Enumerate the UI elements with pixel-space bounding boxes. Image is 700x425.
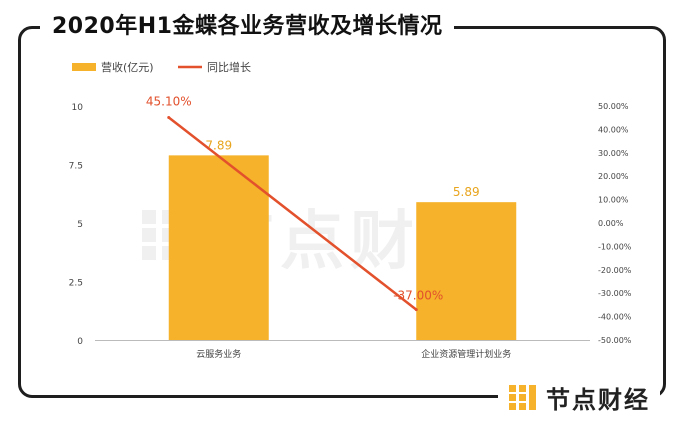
growth-line — [167, 116, 418, 311]
left-tick-label: 2.5 — [69, 279, 83, 289]
title-container: 2020年H1金蝶各业务营收及增长情况 — [40, 8, 455, 40]
right-tick-label: 30.00% — [598, 149, 629, 158]
bar-1 — [168, 155, 269, 340]
left-tick-label: 5 — [77, 220, 83, 230]
category-label: 企业资源管理计划业务 — [421, 348, 511, 360]
legend-swatch-revenue — [72, 63, 96, 71]
growth-data-label: -37.00% — [393, 289, 443, 303]
category-label: 云服务业务 — [196, 348, 241, 360]
right-tick-label: -40.00% — [598, 313, 632, 322]
right-tick-label: -10.00% — [598, 242, 632, 251]
right-tick-label: 40.00% — [598, 125, 629, 134]
right-tick-label: -50.00% — [598, 336, 632, 345]
bar-2 — [416, 202, 517, 340]
legend-label-revenue: 营收(亿元) — [101, 60, 154, 74]
left-tick-label: 0 — [77, 337, 83, 347]
left-tick-label: 7.5 — [69, 162, 83, 172]
brand-logo-icon — [509, 384, 536, 410]
bar-data-label: 7.89 — [205, 138, 232, 152]
right-tick-label: 50.00% — [598, 102, 629, 111]
chart-title: 2020年H1金蝶各业务营收及增长情况 — [52, 14, 443, 39]
brand-name: 节点财经 — [546, 386, 650, 414]
legend-label-growth: 同比增长 — [207, 60, 251, 74]
brand-logo: 节点财经 — [498, 380, 660, 415]
right-tick-label: -30.00% — [598, 289, 632, 298]
left-tick-label: 10 — [72, 103, 84, 113]
growth-data-label: 45.10% — [146, 94, 192, 108]
growth-point-2 — [414, 308, 418, 312]
right-tick-label: 0.00% — [598, 219, 624, 228]
right-tick-label: -20.00% — [598, 266, 632, 275]
growth-point-1 — [167, 115, 171, 119]
right-tick-label: 20.00% — [598, 172, 629, 181]
right-tick-label: 10.00% — [598, 196, 629, 205]
bar-data-label: 5.89 — [453, 185, 480, 199]
